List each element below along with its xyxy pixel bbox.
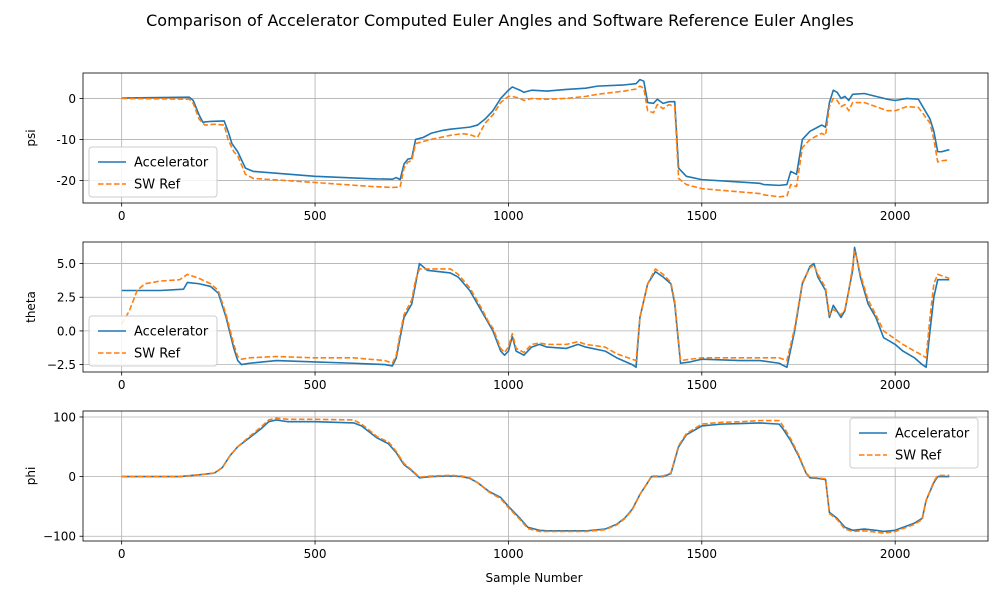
plot-frame (82, 410, 989, 542)
series-line-sw-ref (121, 85, 950, 198)
series-line-sw-ref (120, 250, 950, 365)
x-tick-label: 500 (304, 378, 327, 392)
x-tick-label: 1000 (493, 209, 524, 223)
legend: Accelerator SW Ref (88, 146, 218, 198)
plot-frame (82, 241, 989, 373)
x-tick-label: 500 (304, 547, 327, 561)
subplot-psi: 0 500 1000 1500 2000 0 -10 -20 psi Accelerator SW … (24, 72, 989, 223)
legend-box (88, 146, 218, 198)
x-tick-label: 2000 (880, 547, 911, 561)
x-tick-label: 0 (118, 378, 126, 392)
y-tick-label: −2.5 (47, 358, 76, 372)
legend-label: Accelerator (134, 156, 209, 171)
y-tick-label: 100 (53, 410, 76, 424)
y-tick-label: -10 (56, 133, 76, 147)
y-tick-label: -20 (56, 174, 76, 188)
y-axis-label: theta (24, 291, 38, 323)
x-tick-label: 1500 (687, 378, 718, 392)
y-axis-label: psi (24, 129, 38, 146)
subplots-container: 0 500 1000 1500 20000-10-20psiAcceleratorSW … (24, 72, 989, 561)
x-axis-label: Sample Number (485, 571, 582, 585)
legend-label: SW Ref (134, 347, 181, 362)
x-tick-label: 500 (304, 209, 327, 223)
x-tick-label: 2000 (880, 378, 911, 392)
y-tick-label: 0 (68, 92, 76, 106)
legend-box (849, 417, 979, 469)
series-line-accelerator (121, 246, 950, 369)
legend-label: SW Ref (134, 178, 181, 193)
x-tick-label: 0 (118, 209, 126, 223)
y-tick-label: 0 (68, 470, 76, 484)
series-line-accelerator (121, 419, 950, 533)
legend-label: SW Ref (895, 449, 942, 464)
plot-frame (82, 72, 989, 204)
chart-title: Comparison of Accelerator Computed Euler… (146, 11, 854, 30)
series-line-accelerator (121, 78, 950, 187)
subplot-theta: 0 500 1000 1500 2000 5.0 2.5 0.0 −2.5 theta Accele… (24, 241, 989, 392)
x-tick-label: 1000 (493, 547, 524, 561)
x-tick-label: 0 (118, 547, 126, 561)
x-tick-label: 1500 (687, 209, 718, 223)
subplot-phi: 0 500 1000 1500 20001000−100phiAcceleratorSW… (24, 410, 989, 561)
y-tick-label: −100 (43, 530, 76, 544)
y-tick-label: 0.0 (57, 324, 76, 338)
series-line-sw-ref (121, 417, 950, 535)
legend: Accelerator SW Ref (88, 315, 218, 367)
x-tick-label: 1500 (687, 547, 718, 561)
legend-label: Accelerator (895, 427, 970, 442)
x-tick-label: 1000 (493, 378, 524, 392)
legend-box (88, 315, 218, 367)
legend: Accelerator SW Ref (849, 417, 979, 469)
legend-label: Accelerator (134, 325, 209, 340)
x-tick-label: 2000 (880, 209, 911, 223)
y-axis-label: phi (24, 467, 38, 486)
y-tick-label: 2.5 (57, 291, 76, 305)
y-tick-label: 5.0 (57, 257, 76, 271)
